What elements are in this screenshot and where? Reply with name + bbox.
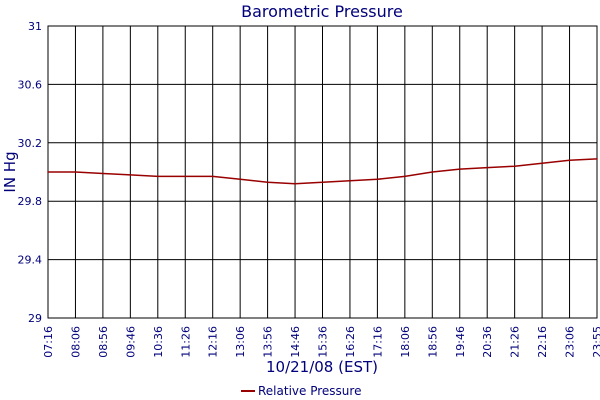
y-axis-ticks: 29 29.4 29.8 30.2 30.6 31 [18,20,43,325]
series-point [376,178,379,181]
x-tick-label: 19:46 [454,326,467,358]
series-point [102,172,104,175]
series-point [596,158,598,160]
series-point [239,178,241,181]
series-point [513,165,516,167]
x-tick-label: 23:55 [591,326,600,358]
y-tick-label: 29.4 [18,254,43,267]
y-tick-label: 30.6 [18,78,43,91]
y-tick-label: 29.8 [18,195,43,208]
series-point [541,162,543,164]
series-point [486,166,489,169]
series-layer [47,158,598,185]
series-point [129,174,132,176]
series-point [349,180,351,182]
series-point [431,171,434,173]
series-point [211,175,214,178]
series-point [184,175,187,178]
x-tick-label: 08:56 [97,326,110,358]
series-point [294,182,296,185]
series-point [47,171,49,173]
series-point [404,175,406,178]
x-tick-label: 14:46 [289,326,302,358]
x-tick-label: 17:16 [371,326,384,358]
series-point [266,181,269,183]
series-point [459,168,461,170]
x-tick-label: 08:06 [69,326,82,358]
y-axis-label: IN Hg [1,151,19,192]
chart-title: Barometric Pressure [241,2,403,21]
x-tick-label: 18:06 [399,326,412,358]
x-tick-label: 18:56 [426,326,439,358]
x-tick-label: 11:26 [179,326,192,358]
x-tick-label: 15:36 [317,326,330,358]
x-tick-label: 22:16 [536,326,549,358]
series-point [74,171,77,173]
y-tick-label: 31 [28,20,42,33]
series-point [321,181,324,183]
x-tick-label: 13:06 [234,326,247,358]
x-tick-label: 13:56 [262,326,275,358]
legend: Relative Pressure [241,384,361,398]
x-axis-ticks: 07:16 08:06 08:56 09:46 10:36 11:26 12:16 13:06… [42,326,600,358]
x-tick-label: 20:36 [481,326,494,358]
x-tick-label: 23:06 [564,326,577,358]
x-tick-label: 16:26 [344,326,357,358]
x-tick-label: 09:46 [124,326,137,358]
x-axis-label: 10/21/08 (EST) [266,358,378,376]
x-tick-label: 12:16 [207,326,220,358]
grid-lines [47,25,598,319]
x-tick-label: 07:16 [42,326,55,358]
y-tick-label: 30.2 [18,137,43,150]
series-point [568,159,571,162]
series-point [157,175,159,178]
x-tick-label: 21:26 [509,326,522,358]
y-tick-label: 29 [28,312,42,325]
legend-label: Relative Pressure [258,384,361,398]
x-tick-label: 10:36 [152,326,165,358]
